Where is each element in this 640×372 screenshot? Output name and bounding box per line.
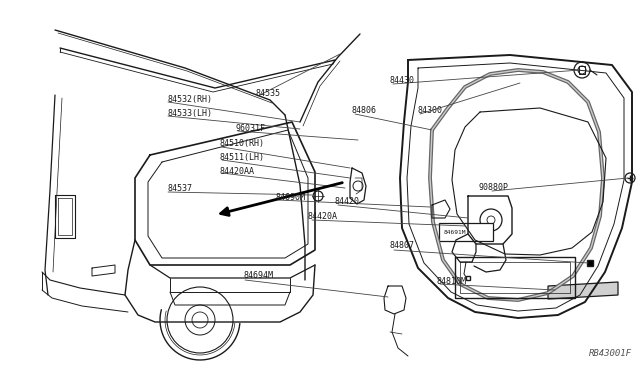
- Text: 84532(RH): 84532(RH): [167, 94, 212, 103]
- Text: 84691M: 84691M: [444, 230, 467, 234]
- Text: 84694M: 84694M: [244, 272, 274, 280]
- Text: 90880P: 90880P: [479, 183, 509, 192]
- Text: 84420A: 84420A: [308, 212, 338, 221]
- Text: 84420: 84420: [335, 196, 360, 205]
- Text: 96031F: 96031F: [236, 124, 266, 132]
- Text: 84511(LH): 84511(LH): [220, 153, 265, 161]
- Text: 84806: 84806: [352, 106, 377, 115]
- Polygon shape: [548, 282, 618, 299]
- Text: 84300: 84300: [418, 106, 443, 115]
- Text: 84807: 84807: [390, 241, 415, 250]
- Text: 84537: 84537: [167, 183, 192, 192]
- Text: 84430: 84430: [390, 76, 415, 84]
- Text: 84510(RH): 84510(RH): [220, 138, 265, 148]
- Text: 84690M: 84690M: [276, 192, 306, 202]
- Text: 84420AA: 84420AA: [220, 167, 255, 176]
- Text: 84535: 84535: [255, 89, 280, 97]
- FancyBboxPatch shape: [439, 223, 493, 241]
- Text: RB43001F: RB43001F: [589, 349, 632, 358]
- Text: 84533(LH): 84533(LH): [167, 109, 212, 118]
- Text: 84810M: 84810M: [437, 276, 467, 285]
